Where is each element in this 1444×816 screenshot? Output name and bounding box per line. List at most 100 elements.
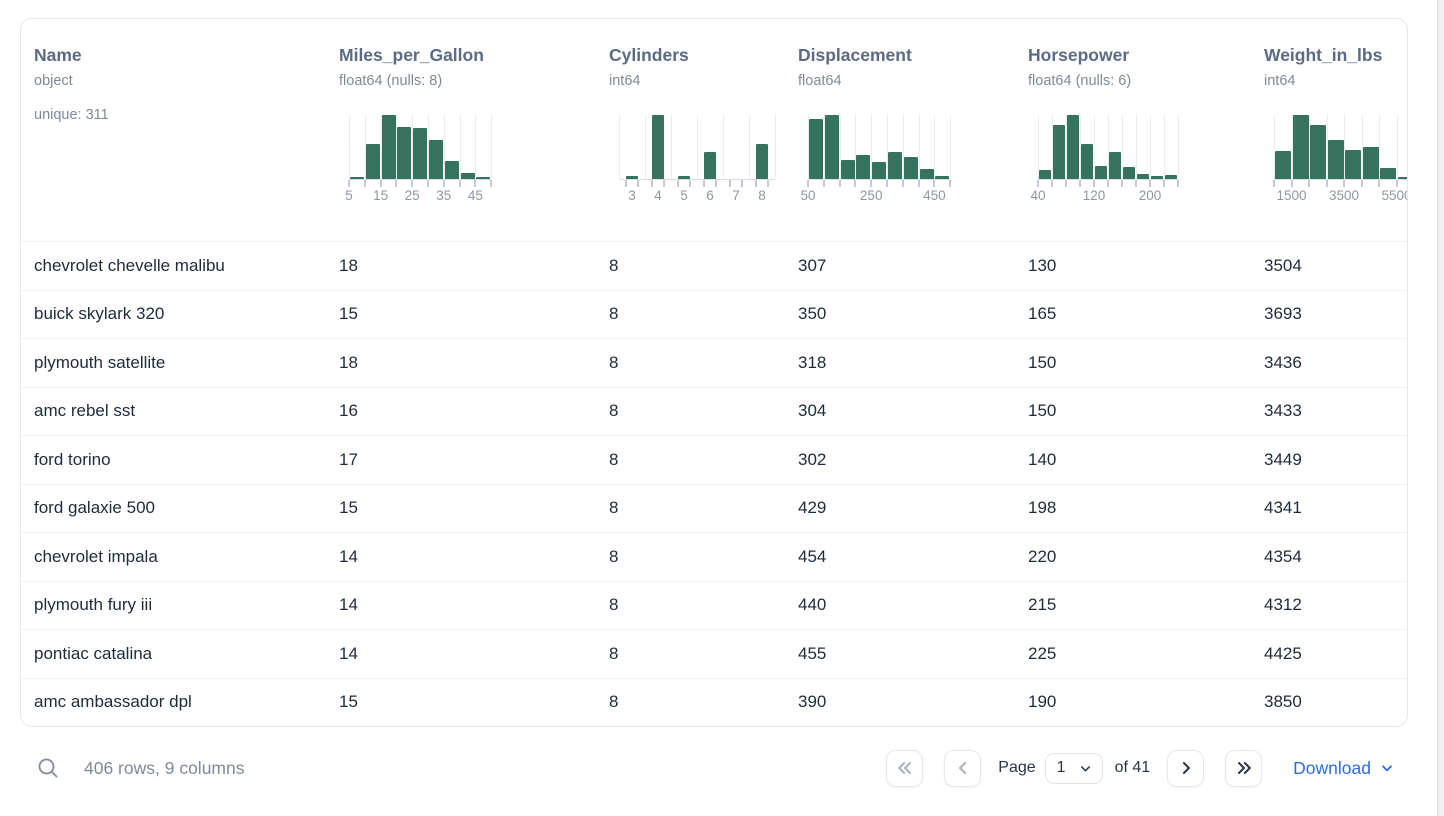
histogram-horsepower[interactable]: 40 120 200 [1030, 115, 1264, 206]
histogram-miles-per-gallon[interactable]: 5 15 25 35 45 [345, 115, 609, 206]
first-page-button[interactable] [886, 749, 924, 787]
hist-tick-label: 4 [654, 188, 662, 203]
hist-gridline [1122, 115, 1123, 179]
hist-bar [756, 144, 768, 179]
table-row: pontiac catalina 14 8 455 225 4425 [21, 629, 1407, 678]
hist-bar [1328, 140, 1344, 179]
column-title: Name [34, 45, 82, 65]
hist-bar [476, 177, 490, 179]
table-row: amc ambassador dpl 15 8 390 190 3850 [21, 677, 1407, 727]
hist-tick-label: 450 [923, 188, 946, 203]
hist-bar [841, 160, 855, 179]
hist-tick [411, 180, 413, 187]
column-title: Weight_in_lbs [1264, 45, 1383, 65]
hist-tick-label: 3500 [1328, 188, 1360, 203]
chevron-down-icon [1382, 765, 1392, 772]
chevron-down-icon [1080, 765, 1090, 771]
hist-tick [839, 180, 841, 187]
hist-bar [626, 176, 638, 179]
histogram-weight-in-lbs[interactable]: 1500 3500 5500 [1273, 115, 1407, 206]
table-cell: 14 [339, 643, 358, 663]
column-title: Cylinders [609, 45, 689, 65]
table-cell: amc rebel sst [34, 401, 136, 421]
hist-tick [637, 180, 639, 187]
hist-gridline [824, 115, 825, 179]
column-header-horsepower[interactable]: Horsepower float64 (nulls: 6) 40 120 200 [1028, 19, 1264, 241]
hist-bar [1123, 167, 1135, 179]
page-label: Page [998, 759, 1036, 776]
table-cell: 8 [609, 595, 619, 615]
histogram-cylinders[interactable]: 3 4 5 6 7 8 [619, 115, 798, 206]
hist-tick [715, 180, 717, 187]
hist-bar [382, 115, 396, 179]
hist-bar [1081, 144, 1093, 179]
hist-gridline [1274, 115, 1275, 179]
hist-bar [872, 162, 886, 179]
hist-bar [1380, 168, 1396, 179]
hist-tick [767, 180, 769, 187]
hist-bar [1345, 150, 1361, 179]
hist-gridline [475, 115, 476, 179]
page-select[interactable]: 1 [1044, 752, 1103, 784]
hist-tick [1135, 180, 1137, 187]
hist-tick [1343, 180, 1345, 187]
hist-tick-label: 250 [859, 188, 883, 203]
hist-tick [1326, 180, 1328, 187]
hist-gridline [1094, 115, 1095, 179]
column-header-name[interactable]: Name object unique: 311 [21, 19, 339, 241]
hist-gridline [1038, 115, 1039, 179]
scrollbar-track[interactable] [1437, 0, 1444, 816]
hist-tick [1037, 180, 1039, 187]
hist-tick [1079, 180, 1081, 187]
column-header-cylinders[interactable]: Cylinders int64 3 4 5 6 7 8 [609, 19, 798, 241]
hist-tick [663, 180, 665, 187]
download-button[interactable]: Download [1293, 758, 1395, 779]
hist-bar [1363, 147, 1379, 179]
hist-bar [1053, 125, 1065, 179]
next-page-button[interactable] [1167, 749, 1205, 787]
hist-tick-label: 7 [732, 188, 740, 203]
hist-tick [870, 180, 872, 187]
last-page-button[interactable] [1225, 749, 1263, 787]
hist-gridline [1164, 115, 1165, 179]
hist-gridline [919, 115, 920, 179]
hist-bar [1109, 152, 1121, 179]
hist-tick-label: 25 [404, 188, 420, 203]
hist-tick [395, 180, 397, 187]
hist-tick [807, 180, 809, 187]
column-dtype: float64 [798, 73, 842, 89]
chevron-left-icon [958, 762, 966, 774]
table-cell: 15 [339, 498, 358, 518]
hist-bar [935, 176, 949, 179]
column-dtype: float64 (nulls: 6) [1028, 73, 1132, 89]
table-cell: 220 [1028, 546, 1057, 566]
hist-tick-label: 5 [345, 188, 353, 203]
hist-gridline [723, 115, 724, 179]
column-header-displacement[interactable]: Displacement float64 50 250 450 [798, 19, 1028, 241]
column-title: Horsepower [1028, 45, 1130, 65]
table-footer: 406 rows, 9 columns Page 1 [20, 740, 1408, 796]
hist-tick-label: 3 [628, 188, 636, 203]
search-button[interactable] [36, 756, 60, 780]
table-cell: 15 [339, 304, 358, 324]
hist-axis [348, 179, 492, 187]
table-row: chevrolet chevelle malibu 18 8 307 130 3504 [21, 241, 1407, 290]
hist-gridline [903, 115, 904, 179]
table-cell: 14 [339, 546, 358, 566]
hist-tick [380, 180, 382, 187]
table-row: ford torino 17 8 302 140 3449 [21, 435, 1407, 484]
hist-gridline [444, 115, 445, 179]
hist-gridline [1292, 115, 1293, 179]
column-header-weight-in-lbs[interactable]: Weight_in_lbs int64 1500 3500 5500 [1264, 19, 1407, 241]
hist-axis [807, 179, 951, 187]
histogram-displacement[interactable]: 50 250 450 [800, 115, 1028, 206]
double-chevron-right-icon [1237, 762, 1251, 774]
table-cell: 8 [609, 498, 619, 518]
table-cell: 304 [798, 401, 827, 421]
column-header-miles-per-gallon[interactable]: Miles_per_Gallon float64 (nulls: 8) 5 15 25 3… [339, 19, 609, 241]
prev-page-button[interactable] [944, 749, 982, 787]
hist-gridline [1344, 115, 1345, 179]
hist-tick-label: 8 [758, 188, 766, 203]
table-cell: 16 [339, 401, 358, 421]
table-cell: 302 [798, 449, 827, 469]
